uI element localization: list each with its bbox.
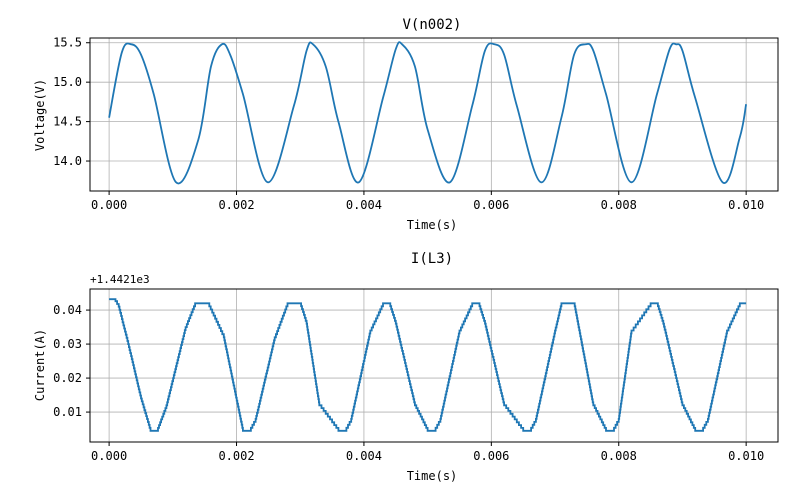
x-tick-label: 0.000: [91, 198, 127, 212]
voltage-y-ticks: 14.0 14.5 15.0 15.5: [53, 36, 90, 168]
y-tick-label: 0.01: [53, 405, 82, 419]
voltage-chart-title: V(n002): [402, 17, 461, 33]
x-tick-label: 0.002: [218, 198, 254, 212]
x-tick-label: 0.000: [91, 449, 127, 463]
current-axes-frame: [89, 288, 779, 443]
current-series-line: [109, 298, 747, 432]
current-x-ticks: 0.000 0.002 0.004 0.006 0.008 0.010: [91, 442, 764, 463]
voltage-x-axis-label: Time(s): [407, 218, 458, 232]
x-tick-label: 0.006: [473, 198, 509, 212]
x-tick-label: 0.004: [346, 198, 382, 212]
current-axis-offset-text: +1.4421e3: [90, 273, 150, 286]
voltage-series-line: [108, 41, 747, 185]
current-y-ticks: 0.01 0.02 0.03 0.04: [53, 303, 90, 419]
x-tick-label: 0.002: [218, 449, 254, 463]
y-tick-label: 14.0: [53, 154, 82, 168]
current-chart-title: I(L3): [411, 251, 453, 267]
x-tick-label: 0.008: [601, 449, 637, 463]
x-tick-label: 0.004: [346, 449, 382, 463]
y-tick-label: 15.0: [53, 75, 82, 89]
x-tick-label: 0.010: [728, 198, 764, 212]
x-tick-label: 0.010: [728, 449, 764, 463]
current-grid: [90, 289, 778, 442]
current-x-axis-label: Time(s): [407, 469, 458, 483]
x-tick-label: 0.006: [473, 449, 509, 463]
voltage-y-axis-label: Voltage(V): [33, 79, 47, 151]
y-tick-label: 15.5: [53, 36, 82, 50]
current-plot-panel: 0.000 0.002 0.004 0.006 0.008 0.010 0.010.020…: [33, 251, 779, 483]
x-tick-label: 0.008: [601, 198, 637, 212]
y-tick-label: 0.02: [53, 371, 82, 385]
voltage-x-ticks: 0.000 0.002 0.004 0.006 0.008 0.010: [91, 191, 764, 212]
current-y-axis-label: Current(A): [33, 329, 47, 401]
y-tick-label: 0.04: [53, 303, 82, 317]
voltage-plot-panel: 0.000 0.002 0.004 0.006 0.008 0.010 14.014.51…: [33, 17, 779, 232]
voltage-axes-frame: [89, 37, 779, 192]
y-tick-label: 14.5: [53, 115, 82, 129]
voltage-grid: [90, 38, 778, 191]
y-tick-label: 0.03: [53, 337, 82, 351]
